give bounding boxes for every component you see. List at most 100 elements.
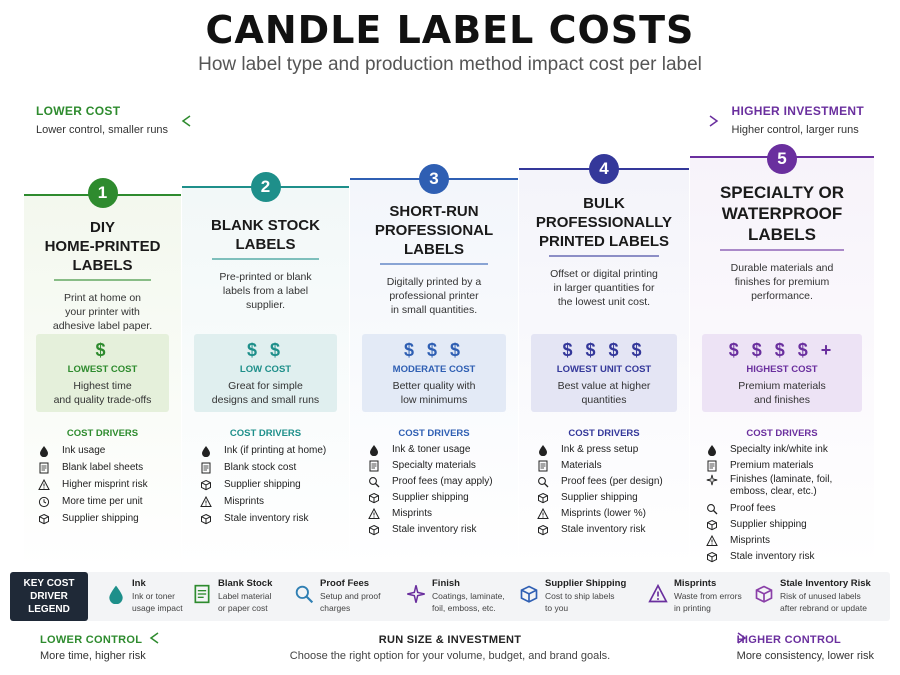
card-name-line: LABELS: [235, 236, 296, 253]
page-title: CANDLE LABEL COSTS: [205, 8, 695, 52]
card-description: Offset or digital printing in larger quan…: [531, 267, 677, 309]
legend-item-desc-line: or paper cost: [218, 602, 268, 613]
cost-driver-text: Stale inventory risk: [561, 524, 646, 535]
cost-driver-text: Supplier shipping: [224, 479, 301, 490]
cost-driver-item: Ink & toner usage: [368, 442, 512, 458]
card-description: Digitally printed by a professional print…: [362, 275, 506, 317]
top-axis-left: LOWER COST Lower control, smaller runs: [36, 104, 168, 136]
label-sheet-icon: [537, 460, 551, 472]
legend-item-desc-line: foil, emboss, etc.: [432, 602, 496, 613]
box-icon: [519, 584, 539, 604]
cost-box: $ LOWEST COST Highest time and quality trad…: [36, 334, 169, 412]
cost-driver-text: More time per unit: [62, 496, 143, 507]
label-sheet-icon: [192, 584, 212, 604]
lower-control-sub: More time, higher risk: [40, 650, 146, 662]
cost-driver-item: Supplier shipping: [537, 490, 683, 506]
card-number-badge: 3: [419, 164, 449, 194]
cost-driver-text: Finishes (laminate, foil, emboss, clear,…: [730, 474, 833, 497]
legend-item-desc-line: Cost to ship labels: [545, 591, 615, 601]
card-name: BLANK STOCK LABELS: [186, 216, 345, 254]
ink-drop-icon: [106, 584, 126, 604]
cost-driver-item: Supplier shipping: [368, 490, 512, 506]
cost-box: $ $ $ $ + HIGHEST COST Premium materials an…: [702, 334, 862, 412]
cost-driver-item: Specialty materials: [368, 458, 512, 474]
cost-description-line: low minimums: [400, 394, 468, 406]
cost-description-line: Great for simple: [228, 380, 303, 392]
cost-description-line: Highest time: [73, 380, 132, 392]
warning-icon: [38, 479, 52, 491]
magnifier-icon: [294, 584, 314, 604]
cost-driver-text: Premium materials: [730, 460, 814, 471]
cost-driver-item: Misprints (lower %): [537, 506, 683, 522]
cost-box: $ $ $ $ LOWEST UNIT COST Best value at hig…: [531, 334, 677, 412]
card-divider: [54, 279, 151, 281]
cost-driver-text: Supplier shipping: [392, 492, 469, 503]
cost-box: $ $ $ MODERATE COST Better quality with low…: [362, 334, 506, 412]
cost-driver-item: Stale inventory risk: [200, 510, 343, 527]
card-description: Pre-printed or blank labels from a label s…: [194, 270, 337, 312]
card-description-line: in small quantities.: [390, 304, 478, 316]
cost-driver-item: Premium materials: [706, 458, 868, 474]
label-card-1: 1 DIY HOME-PRINTED LABELS Print at home on yo…: [24, 178, 181, 568]
warning-icon: [200, 496, 214, 508]
cost-arrow: [181, 115, 719, 127]
cost-driver-item: More time per unit: [38, 493, 175, 510]
card-description-line: Offset or digital printing: [550, 268, 658, 280]
card-description-line: in larger quantities for: [553, 282, 655, 294]
cost-driver-item: Stale inventory risk: [706, 549, 868, 565]
cost-driver-text: Misprints: [224, 496, 265, 507]
cost-level-label: LOWEST UNIT COST: [556, 364, 652, 375]
lower-cost-sub: Lower control, smaller runs: [36, 124, 169, 136]
card-divider: [549, 255, 659, 257]
cost-driver-item: Ink (if printing at home): [200, 442, 343, 459]
magnifier-icon: [537, 476, 551, 488]
legend-item-desc-line: Ink or toner: [132, 591, 175, 601]
cost-driver-item: Proof fees: [706, 501, 868, 517]
ink-drop-icon: [537, 444, 551, 456]
legend-item-desc: Cost to ship labels to you: [545, 591, 614, 614]
box-icon: [537, 524, 551, 536]
cost-driver-text: Ink & press setup: [561, 444, 639, 455]
cost-description-line: and finishes: [753, 394, 811, 406]
cost-description-line: designs and small runs: [211, 394, 320, 406]
cost-driver-text: Proof fees: [730, 503, 776, 514]
lower-control-label: LOWER CONTROL: [40, 634, 143, 646]
cost-description: Great for simple designs and small runs: [198, 379, 333, 407]
dollar-signs: $ $ $: [403, 340, 465, 360]
card-name-line: DIY: [89, 219, 115, 236]
cost-driver-item: Misprints: [706, 533, 868, 549]
cost-drivers-list: Ink usage Blank label sheets Higher mispri…: [38, 442, 175, 527]
cost-description: Premium materials and finishes: [706, 379, 858, 407]
dollar-signs: $ $ $ $: [562, 340, 646, 360]
card-description-line: Digitally printed by a: [386, 276, 482, 288]
box-icon: [368, 492, 382, 504]
card-description: Durable materials and finishes for premiu…: [702, 261, 862, 303]
cost-driver-item: Blank label sheets: [38, 459, 175, 476]
legend-item-title: Finish: [432, 578, 460, 589]
cost-description-line: Better quality with: [392, 380, 476, 392]
card-name-line: LABELS: [72, 257, 133, 274]
cost-driver-item: Ink & press setup: [537, 442, 683, 458]
card-description-line: Durable materials and: [730, 262, 834, 274]
cost-driver-item: Materials: [537, 458, 683, 474]
clock-icon: [38, 496, 52, 508]
cost-driver-text: Stale inventory risk: [730, 551, 815, 562]
warning-icon: [648, 584, 668, 604]
control-arrow: [149, 632, 747, 644]
card-name-line: SPECIALTY OR: [719, 183, 845, 202]
cost-drivers-title: COST DRIVERS: [398, 428, 470, 439]
card-description-line: adhesive label paper.: [52, 320, 153, 332]
box-icon: [38, 513, 52, 525]
cost-driver-text: Higher misprint risk: [62, 479, 148, 490]
legend-item-desc-line: Risk of unused labels: [780, 591, 861, 601]
legend-item-desc-line: Setup and proof: [320, 591, 381, 601]
card-name-line: BLANK STOCK: [211, 217, 320, 234]
cost-level-label: HIGHEST COST: [746, 364, 818, 375]
cost-box: $ $ LOW COST Great for simple designs and s…: [194, 334, 337, 412]
card-number-badge: 1: [87, 178, 118, 208]
cost-driver-text: Misprints (lower %): [561, 508, 647, 519]
card-description-line: Pre-printed or blank: [219, 271, 312, 283]
cost-driver-item: Finishes (laminate, foil, emboss, clear,…: [706, 474, 868, 501]
label-card-4: 4 BULK PROFESSIONALLY PRINTED LABELS Offset …: [519, 154, 689, 568]
legend-item-desc-line: usage impact: [132, 602, 183, 613]
